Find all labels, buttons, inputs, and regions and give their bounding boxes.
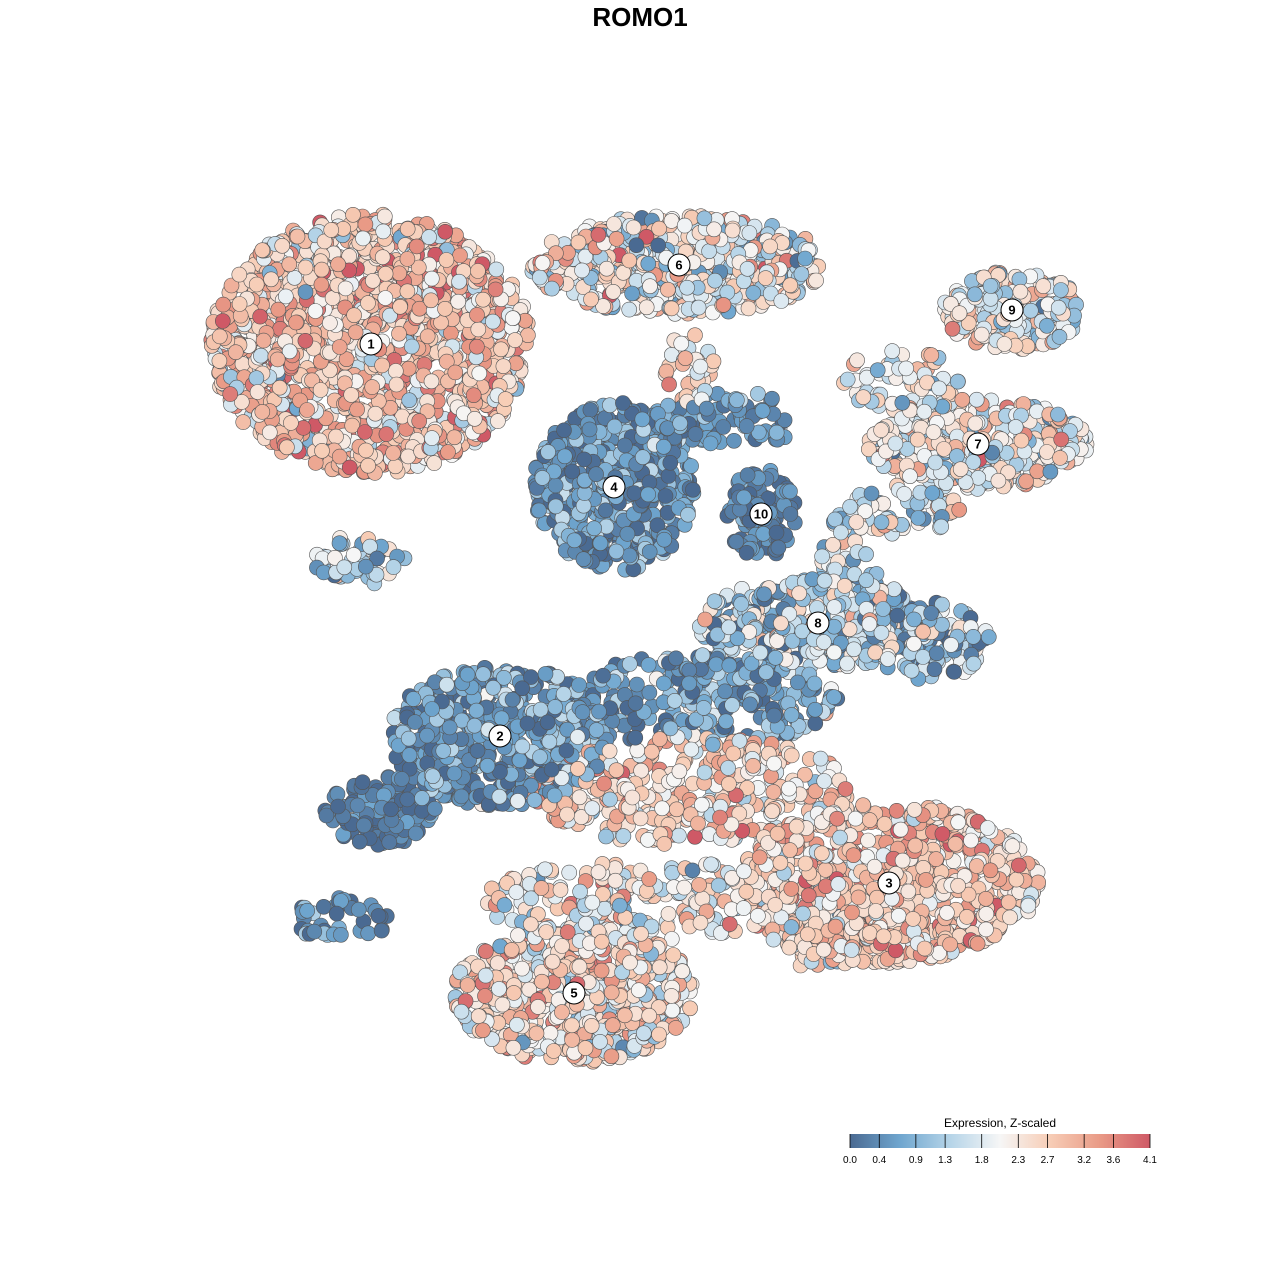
scatter-point [582,402,599,418]
scatter-point [687,828,703,845]
scatter-points [203,206,1095,1070]
scatter-point [542,1025,559,1041]
scatter-point [658,363,675,380]
scatter-point [602,791,618,808]
scatter-point [814,548,830,565]
scatter-point [849,352,865,369]
scatter-point [621,301,638,318]
scatter-point [703,856,719,873]
scatter-point [643,743,660,760]
scatter-point [640,657,657,673]
scatter-point [345,207,361,223]
scatter-point [641,684,658,701]
scatter-point [839,655,855,672]
scatter-point [726,432,742,449]
scatter-point [630,982,647,999]
scatter-point [627,729,644,746]
scatter-point [667,1020,684,1036]
scatter-point [683,458,699,474]
scatter-point [827,511,843,528]
scatter-point [934,596,950,613]
scatter-point [331,535,348,552]
scatter-point [684,862,701,879]
scatter-point [696,764,713,781]
scatter-point [860,832,876,849]
scatter-point [541,733,558,750]
chart-title: ROMO1 [592,2,688,32]
scatter-point [826,689,842,705]
scatter-point [531,502,547,519]
